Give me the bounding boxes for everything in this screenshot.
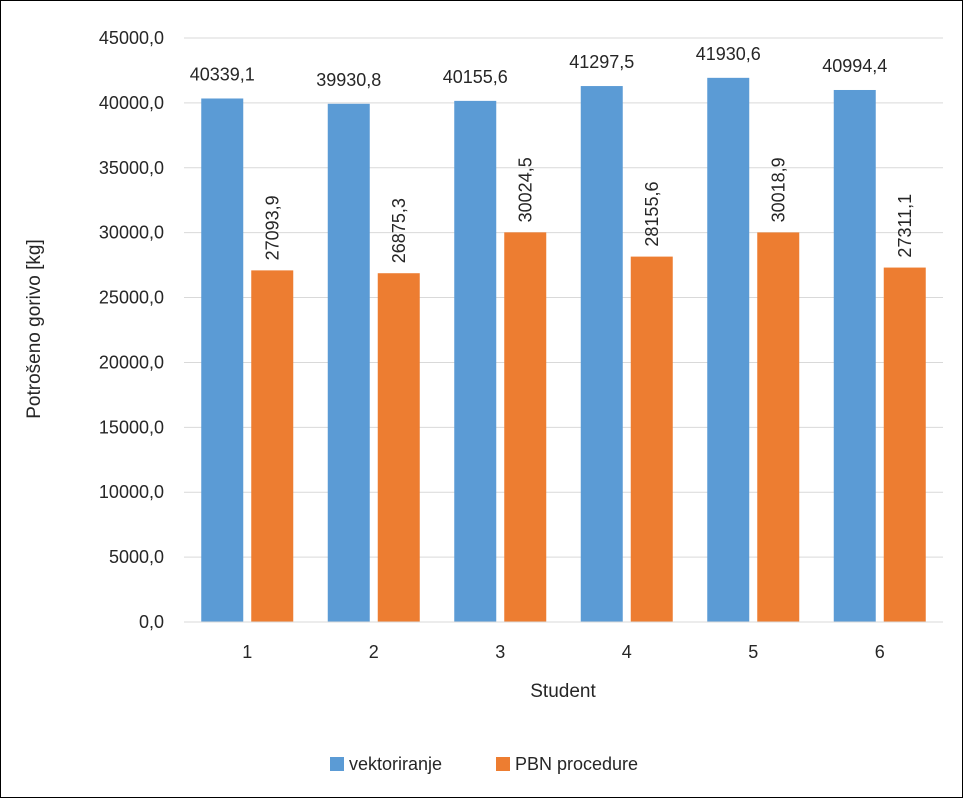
x-tick-label: 3: [495, 642, 505, 662]
x-tick-label: 2: [369, 642, 379, 662]
x-tick-label: 5: [748, 642, 758, 662]
data-label: 40339,1: [190, 64, 255, 84]
data-label: 30024,5: [515, 157, 535, 222]
y-axis-ticks: 0,0 5000,0 10000,0 15000,0 20000,0 25000,0 300…: [99, 28, 164, 632]
y-tick-label: 5000,0: [109, 547, 164, 567]
legend-swatch: [330, 757, 344, 771]
bar: [201, 98, 244, 623]
y-tick-label: 40000,0: [99, 93, 164, 113]
data-label: 39930,8: [316, 70, 381, 90]
data-label: 28155,6: [642, 182, 662, 247]
y-tick-label: 30000,0: [99, 223, 164, 243]
data-label: 40994,4: [822, 56, 887, 76]
bar: [707, 77, 750, 623]
legend-label: vektoriranje: [349, 754, 442, 774]
legend-swatch: [496, 757, 510, 771]
data-label: 26875,3: [389, 198, 409, 263]
y-tick-label: 10000,0: [99, 482, 164, 502]
data-label: 27093,9: [262, 195, 282, 260]
bar: [251, 270, 294, 622]
data-label: 40155,6: [443, 67, 508, 87]
y-tick-label: 45000,0: [99, 28, 164, 48]
data-label: 30018,9: [768, 157, 788, 222]
bar: [580, 86, 623, 622]
x-axis-ticks: 1 2 3 4 5 6: [242, 642, 885, 662]
bar: [833, 89, 876, 623]
bar: [757, 232, 800, 622]
bar: [327, 103, 370, 623]
x-tick-label: 1: [242, 642, 252, 662]
legend-label: PBN procedure: [515, 754, 638, 774]
y-tick-label: 35000,0: [99, 158, 164, 178]
data-label: 41297,5: [569, 52, 634, 72]
bar: [377, 273, 420, 622]
x-axis-label: Student: [530, 681, 596, 702]
data-label: 27311,1: [895, 194, 915, 258]
legend: vektoriranje PBN procedure: [330, 754, 638, 774]
data-label: 41930,6: [696, 44, 761, 64]
gridlines: [184, 37, 943, 558]
data-labels: 40339,1 27093,9 39930,8 26875,3 40155,6 30024…: [190, 44, 915, 263]
x-tick-label: 4: [622, 642, 632, 662]
y-tick-label: 20000,0: [99, 352, 164, 372]
bars: [201, 77, 926, 623]
y-tick-label: 25000,0: [99, 288, 164, 308]
y-tick-label: 15000,0: [99, 417, 164, 437]
y-tick-label: 0,0: [139, 612, 164, 632]
y-axis-label: Potrošeno gorivo [kg]: [24, 239, 45, 419]
bar: [454, 100, 497, 622]
bar: [883, 267, 926, 622]
bar: [630, 256, 673, 622]
bar: [504, 232, 547, 623]
x-tick-label: 6: [875, 642, 885, 662]
